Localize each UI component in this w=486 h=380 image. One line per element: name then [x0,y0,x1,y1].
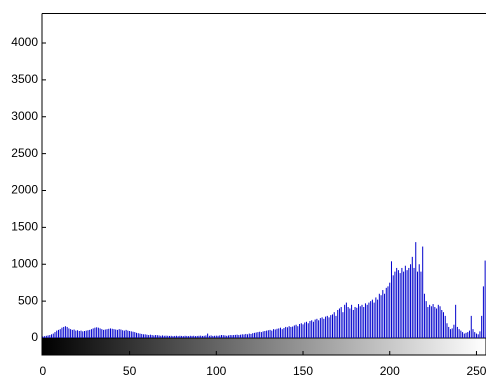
x-tick-label: 50 [123,364,137,378]
y-tick-label: 500 [18,293,38,307]
x-tick-label: 0 [40,364,47,378]
y-tick-label: 1000 [11,256,38,270]
x-tick-label: 200 [380,364,400,378]
y-tick-label: 3000 [11,109,38,123]
x-tick-label: 100 [206,364,226,378]
x-tick-label: 150 [293,364,313,378]
x-tick-label: 250 [466,364,486,378]
y-tick-label: 2000 [11,183,38,197]
y-tick-label: 1500 [11,220,38,234]
gray-scale-bar [42,338,486,355]
y-tick-label: 4000 [11,35,38,49]
gray-scale-frame [41,337,486,356]
y-tick-label: 0 [31,330,38,344]
y-tick-label: 3500 [11,72,38,86]
y-tick-label: 2500 [11,146,38,160]
